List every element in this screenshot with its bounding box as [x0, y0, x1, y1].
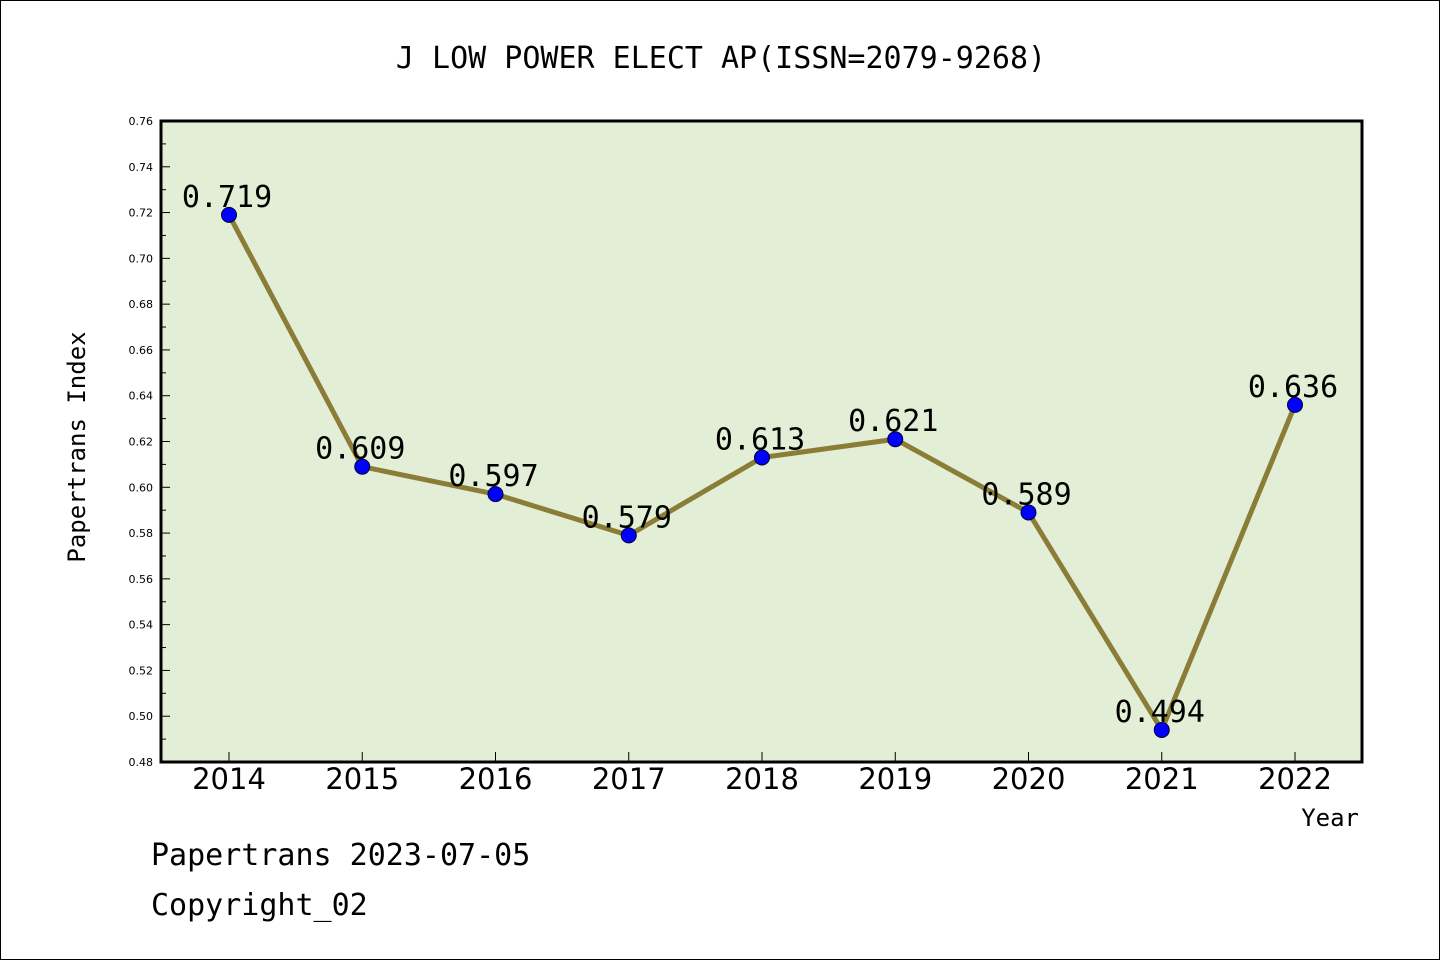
y-tick-label: 0.62	[129, 436, 154, 449]
x-tick-label: 2014	[192, 762, 266, 796]
y-tick-label: 0.76	[129, 115, 154, 128]
x-tick-label: 2016	[459, 762, 533, 796]
y-tick-label: 0.60	[129, 481, 154, 494]
x-tick-label: 2017	[592, 762, 666, 796]
chart-title: J LOW POWER ELECT AP(ISSN=2079-9268)	[396, 41, 1046, 76]
data-point-marker	[354, 458, 371, 475]
y-tick-label: 0.52	[129, 664, 154, 677]
y-tick-label: 0.56	[129, 573, 154, 586]
data-point-marker	[1287, 396, 1303, 413]
y-tick-label: 0.68	[129, 298, 154, 311]
x-tick-label: 2020	[992, 762, 1066, 796]
footer-copyright: Copyright_02	[151, 888, 368, 923]
data-point-marker	[754, 449, 770, 466]
data-point-marker	[1153, 721, 1170, 738]
x-tick-label: 2021	[1125, 762, 1199, 796]
y-tick-label: 0.58	[129, 527, 154, 540]
data-point-marker	[487, 486, 504, 503]
data-label: 0.636	[1248, 370, 1338, 405]
y-tick-label: 0.66	[129, 344, 154, 357]
y-tick-label: 0.50	[129, 710, 154, 723]
data-label: 0.579	[582, 500, 672, 535]
y-tick-label: 0.64	[129, 390, 154, 403]
x-tick-label: 2018	[725, 762, 799, 796]
footer-date: Papertrans 2023-07-05	[151, 838, 530, 873]
data-label: 0.597	[448, 459, 538, 494]
data-label: 0.613	[715, 423, 805, 458]
x-tick-label: 2019	[858, 762, 932, 796]
data-point-marker	[221, 206, 237, 223]
data-point-marker	[620, 527, 637, 544]
y-tick-label: 0.72	[129, 207, 154, 220]
y-axis: 0.48 0.50 0.52 0.54 0.56 0.58 0.60 0.62 0.64 0.66…	[129, 115, 170, 769]
data-point-marker	[1020, 504, 1037, 521]
data-label: 0.609	[315, 432, 405, 467]
data-label: 0.494	[1115, 695, 1205, 730]
y-tick-label: 0.54	[129, 619, 154, 632]
data-label: 0.719	[182, 180, 272, 215]
data-point-marker	[887, 431, 904, 448]
y-tick-label: 0.48	[129, 756, 154, 769]
data-label: 0.589	[981, 477, 1071, 512]
data-label: 0.621	[848, 404, 938, 439]
x-axis: 2014 2015 2016 2017 2018 2019 2020 2021 2022	[192, 752, 1332, 796]
y-tick-label: 0.74	[129, 161, 154, 174]
plot-border	[159, 119, 1364, 764]
y-axis-label: Papertrans Index	[63, 331, 91, 562]
x-tick-label: 2022	[1258, 762, 1332, 796]
x-axis-label: Year	[1301, 804, 1359, 832]
plot-area	[161, 121, 1362, 762]
data-label-group: 0.719 0.609 0.597 0.579 0.613 0.621 0.589 0.494…	[182, 180, 1338, 730]
x-tick-label: 2015	[325, 762, 399, 796]
y-tick-label: 0.70	[129, 252, 154, 265]
series-line-group	[221, 206, 1303, 738]
